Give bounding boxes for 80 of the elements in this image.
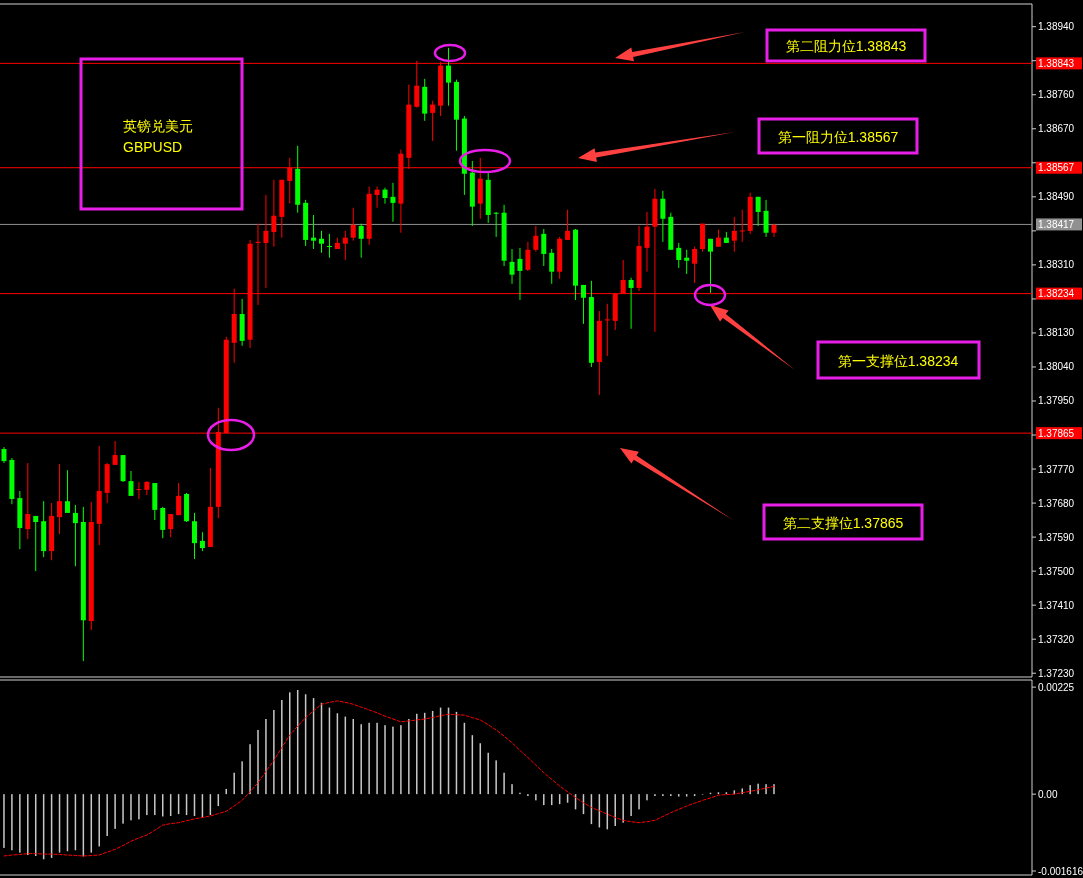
ref-line-label: 1.38843 <box>1038 57 1075 69</box>
candlestick <box>707 238 713 294</box>
candlestick <box>199 531 205 552</box>
candlestick <box>660 190 666 243</box>
y-tick-label: 1.37680 <box>1038 497 1075 509</box>
y-tick-label: 0.00225 <box>1038 681 1075 693</box>
ref-line-label: 1.38234 <box>1038 288 1075 300</box>
annotation: 第二支撑位1.37865 <box>782 515 904 531</box>
candlestick <box>350 207 356 242</box>
y-tick-label: 1.38670 <box>1038 123 1075 135</box>
candlestick <box>311 214 317 250</box>
candlestick <box>763 199 769 238</box>
candlestick <box>25 462 31 540</box>
ref-line-label: 1.38417 <box>1038 218 1075 230</box>
annotation: 第一支撑位1.38234 <box>816 340 981 380</box>
candlestick <box>517 247 523 301</box>
candlestick <box>382 187 388 205</box>
annotation: 第二阻力位1.38843 <box>765 28 927 63</box>
ref-line-label: 1.38567 <box>1038 162 1075 174</box>
y-tick-label: 1.38760 <box>1038 89 1075 101</box>
annotation: 第一阻力位1.38567 <box>757 117 919 155</box>
candlestick <box>263 194 269 289</box>
candlestick <box>64 469 70 514</box>
annotation: 第二阻力位1.38843 <box>785 38 907 54</box>
candlestick <box>191 512 197 560</box>
candlestick <box>628 277 634 330</box>
y-tick-label: 0.00 <box>1038 788 1058 800</box>
y-tick-label: 1.37230 <box>1038 667 1075 679</box>
candlestick <box>72 504 78 567</box>
y-tick-label: 1.37770 <box>1038 463 1075 475</box>
annotation: 第一支撑位1.38234 <box>837 353 959 369</box>
candlestick <box>644 211 650 273</box>
candlestick <box>684 249 690 275</box>
candlestick <box>692 246 698 284</box>
y-tick-label: 1.37500 <box>1038 565 1075 577</box>
y-tick-label: -0.001616 <box>1038 865 1083 877</box>
y-tick-label: 1.38130 <box>1038 327 1075 339</box>
candlestick <box>176 482 182 516</box>
candlestick <box>374 186 380 209</box>
candlestick <box>112 440 118 466</box>
candlestick <box>541 228 547 267</box>
candlestick <box>493 211 499 238</box>
candlestick <box>342 230 348 261</box>
candlestick <box>755 196 761 227</box>
candlestick <box>739 209 745 243</box>
candlestick <box>430 100 436 142</box>
candlestick <box>731 216 737 253</box>
y-tick-label: 1.38490 <box>1038 191 1075 203</box>
candlestick <box>509 248 515 285</box>
annotation: GBPUSD <box>123 139 183 155</box>
y-tick-label: 1.37410 <box>1038 599 1075 611</box>
y-tick-label: 1.38310 <box>1038 259 1075 271</box>
annotation: 第二支撑位1.37865 <box>762 503 924 541</box>
annotation: 第一阻力位1.38567 <box>777 129 899 145</box>
y-tick-label: 1.38040 <box>1038 361 1075 373</box>
candlestick <box>390 182 396 223</box>
y-tick-label: 1.38940 <box>1038 21 1075 33</box>
annotation: 英镑兑美元 <box>123 118 193 134</box>
candlestick <box>676 242 682 269</box>
candlestick <box>525 241 531 272</box>
candlestick <box>160 506 166 539</box>
candlestick <box>358 223 364 259</box>
candlestick <box>33 515 39 572</box>
line-series <box>3 700 775 857</box>
candlestick <box>326 233 332 259</box>
candlestick <box>136 481 142 500</box>
candlestick <box>533 225 539 253</box>
candlestick <box>549 248 555 285</box>
candlestick <box>565 209 571 241</box>
candlestick <box>319 230 325 254</box>
candlestick <box>271 179 277 248</box>
y-tick-label: 1.37590 <box>1038 531 1075 543</box>
candlestick <box>57 463 63 535</box>
y-tick-label: 1.37950 <box>1038 395 1075 407</box>
y-tick-label: 1.37320 <box>1038 633 1075 645</box>
candlestick <box>580 284 586 325</box>
candlestick <box>168 513 174 538</box>
ref-line-label: 1.37865 <box>1038 427 1075 439</box>
candlestick <box>446 47 452 107</box>
candlestick <box>128 470 134 497</box>
